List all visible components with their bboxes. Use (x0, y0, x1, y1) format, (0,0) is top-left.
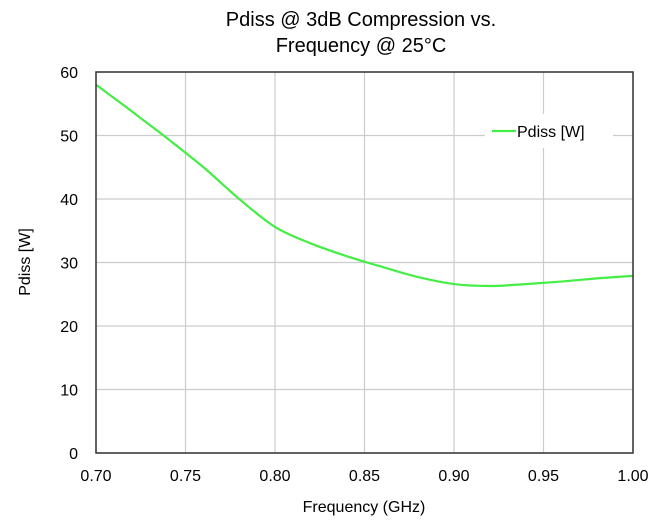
x-tick-label-0: 0.70 (80, 468, 111, 485)
y-tick-label-4: 40 (60, 192, 78, 209)
x-tick-labels: 0.70 0.75 0.80 0.85 0.90 0.95 1.00 (80, 468, 648, 485)
x-axis-label: Frequency (GHz) (303, 499, 426, 516)
y-tick-label-5: 50 (60, 129, 78, 146)
x-tick-label-3: 0.85 (349, 468, 380, 485)
series-line-0 (95, 83, 634, 288)
y-tick-label-3: 30 (60, 256, 78, 273)
x-tick-label-4: 0.90 (438, 468, 469, 485)
x-tick-label-2: 0.80 (259, 468, 290, 485)
y-tick-label-2: 20 (60, 319, 78, 336)
plot-frame (95, 71, 634, 454)
y-axis-label: Pdiss [W] (17, 228, 34, 296)
x-tick-label-1: 0.75 (170, 468, 201, 485)
legend: Pdiss [W] (485, 114, 613, 148)
series-layer (95, 83, 634, 288)
y-tick-labels: 0 10 20 30 40 50 60 (60, 65, 78, 463)
legend-label: Pdiss [W] (517, 124, 585, 141)
x-tick-label-5: 0.95 (528, 468, 559, 485)
x-tick-label-6: 1.00 (617, 468, 648, 485)
y-tick-label-6: 60 (60, 65, 78, 82)
y-tick-label-0: 0 (69, 446, 78, 463)
y-tick-label-1: 10 (60, 383, 78, 400)
chart-title-line-2: Frequency @ 25°C (276, 35, 447, 57)
chart-title-line-1: Pdiss @ 3dB Compression vs. (226, 9, 496, 31)
